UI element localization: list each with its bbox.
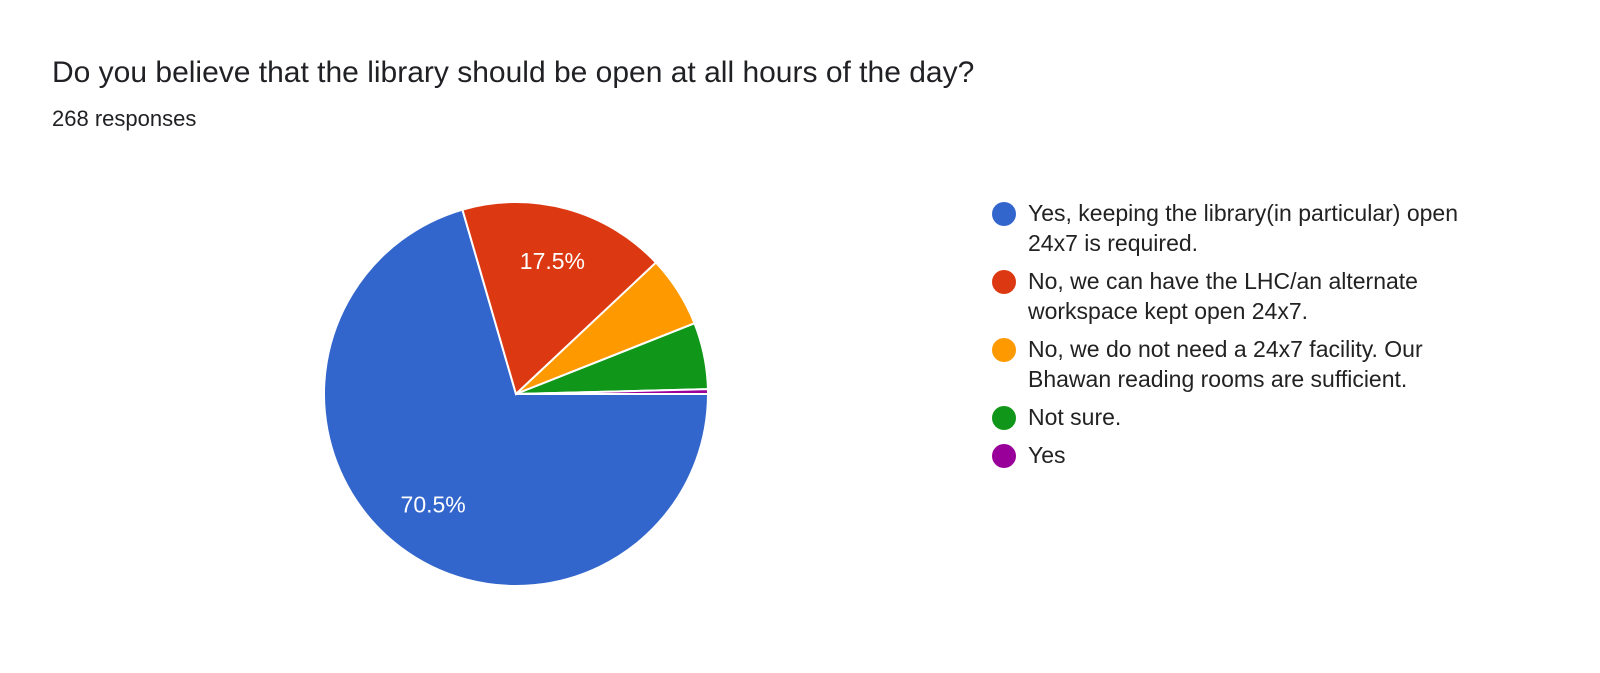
legend-label: Not sure. bbox=[1028, 404, 1122, 430]
legend-label: Yes bbox=[1028, 442, 1066, 468]
pie-chart: 70.5% 17.5% bbox=[323, 201, 710, 587]
legend-swatch-icon bbox=[992, 444, 1016, 468]
response-count: 268 responses bbox=[52, 106, 197, 131]
slice-data-label: 70.5% bbox=[401, 491, 466, 517]
legend-swatch-icon bbox=[992, 202, 1016, 226]
legend-item[interactable]: Not sure. bbox=[992, 402, 1512, 432]
slice-data-label: 17.5% bbox=[520, 248, 585, 274]
chart-title: Do you believe that the library should b… bbox=[52, 56, 975, 89]
legend: Yes, keeping the library(in particular) … bbox=[992, 198, 1512, 478]
legend-item[interactable]: Yes bbox=[992, 440, 1512, 470]
legend-label: No, we do not need a 24x7 facility. Our … bbox=[1028, 336, 1423, 392]
pie-slice-0[interactable] bbox=[323, 208, 710, 587]
legend-label: Yes, keeping the library(in particular) … bbox=[1028, 200, 1459, 256]
legend-swatch-icon bbox=[992, 338, 1016, 362]
legend-item[interactable]: Yes, keeping the library(in particular) … bbox=[992, 198, 1512, 258]
legend-item[interactable]: No, we can have the LHC/an alternate wor… bbox=[992, 266, 1512, 326]
pie-slice-4[interactable] bbox=[515, 388, 710, 395]
pie-slice-1[interactable] bbox=[461, 201, 658, 396]
legend-swatch-icon bbox=[992, 270, 1016, 294]
legend-item[interactable]: No, we do not need a 24x7 facility. Our … bbox=[992, 334, 1512, 394]
legend-label: No, we can have the LHC/an alternate wor… bbox=[1028, 268, 1418, 324]
legend-swatch-icon bbox=[992, 406, 1016, 430]
